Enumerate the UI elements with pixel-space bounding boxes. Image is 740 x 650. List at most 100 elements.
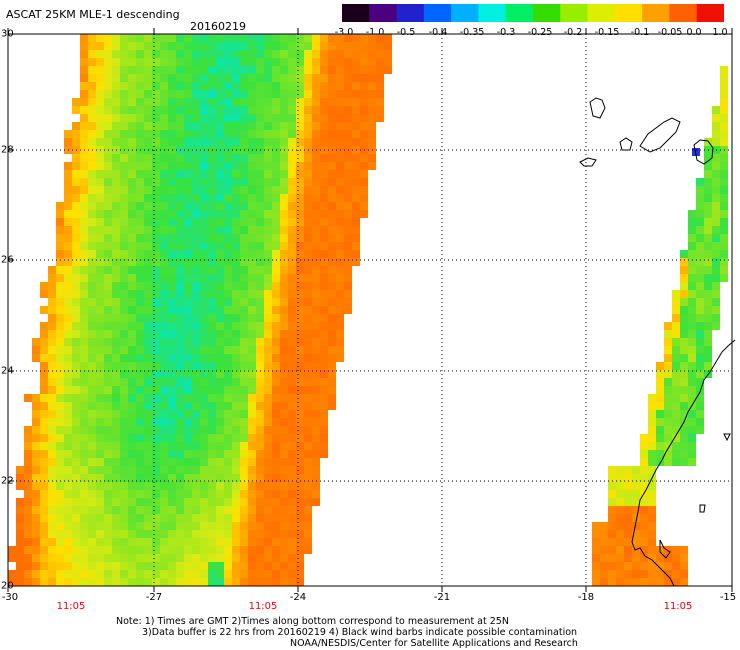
- swath-cell: [672, 546, 680, 554]
- swath-cell: [104, 178, 112, 186]
- swath-cell: [80, 266, 88, 274]
- swath-cell: [128, 282, 136, 290]
- swath-cell: [288, 98, 296, 106]
- swath-cell: [144, 322, 152, 330]
- swath-cell: [616, 490, 624, 498]
- swath-cell: [696, 186, 704, 194]
- swath-cell: [248, 98, 256, 106]
- swath-cell: [72, 570, 80, 578]
- swath-cell: [704, 346, 712, 354]
- swath-cell: [720, 170, 728, 178]
- swath-cell: [112, 266, 120, 274]
- swath-cell: [264, 122, 272, 130]
- swath-cell: [96, 466, 104, 474]
- swath-cell: [112, 466, 120, 474]
- swath-cell: [192, 442, 200, 450]
- swath-cell: [64, 578, 72, 586]
- swath-cell: [288, 186, 296, 194]
- swath-cell: [56, 298, 64, 306]
- swath-cell: [344, 290, 352, 298]
- swath-cell: [168, 386, 176, 394]
- swath-cell: [280, 242, 288, 250]
- swath-cell: [600, 562, 608, 570]
- swath-cell: [48, 274, 56, 282]
- swath-cell: [304, 418, 312, 426]
- swath-cell: [96, 450, 104, 458]
- swath-cell: [624, 538, 632, 546]
- swath-cell: [360, 106, 368, 114]
- swath-cell: [216, 346, 224, 354]
- colorbar-swatch: [423, 4, 452, 22]
- swath-cell: [136, 90, 144, 98]
- swath-cell: [80, 314, 88, 322]
- swath-cell: [296, 474, 304, 482]
- swath-cell: [168, 554, 176, 562]
- swath-cell: [192, 274, 200, 282]
- swath-cell: [640, 458, 648, 466]
- swath-cell: [64, 194, 72, 202]
- swath-cell: [216, 330, 224, 338]
- swath-cell: [280, 290, 288, 298]
- swath-cell: [80, 490, 88, 498]
- swath-cell: [32, 426, 40, 434]
- swath-cell: [104, 258, 112, 266]
- swath-cell: [176, 530, 184, 538]
- swath-cell: [72, 234, 80, 242]
- swath-cell: [184, 210, 192, 218]
- swath-cell: [224, 170, 232, 178]
- swath-cell: [144, 434, 152, 442]
- swath-cell: [128, 330, 136, 338]
- swath-cell: [232, 330, 240, 338]
- swath-cell: [192, 178, 200, 186]
- swath-cell: [80, 66, 88, 74]
- swath-cell: [88, 178, 96, 186]
- swath-cell: [328, 138, 336, 146]
- swath-cell: [280, 378, 288, 386]
- swath-cell: [88, 74, 96, 82]
- swath-cell: [368, 162, 376, 170]
- swath-cell: [312, 210, 320, 218]
- swath-cell: [184, 130, 192, 138]
- swath-cell: [200, 314, 208, 322]
- swath-cell: [648, 530, 656, 538]
- swath-cell: [224, 226, 232, 234]
- swath-cell: [32, 498, 40, 506]
- swath-cell: [168, 354, 176, 362]
- swath-cell: [704, 290, 712, 298]
- swath-cell: [40, 506, 48, 514]
- swath-cell: [48, 506, 56, 514]
- swath-cell: [664, 394, 672, 402]
- swath-cell: [112, 554, 120, 562]
- swath-cell: [224, 202, 232, 210]
- swath-cell: [136, 418, 144, 426]
- swath-cell: [296, 458, 304, 466]
- swath-cell: [272, 466, 280, 474]
- swath-cell: [272, 58, 280, 66]
- swath-cell: [136, 434, 144, 442]
- swath-cell: [272, 402, 280, 410]
- swath-cell: [248, 450, 256, 458]
- swath-cell: [648, 458, 656, 466]
- swath-cell: [640, 506, 648, 514]
- swath-cell: [160, 162, 168, 170]
- swath-cell: [192, 162, 200, 170]
- swath-cell: [288, 218, 296, 226]
- swath-cell: [352, 114, 360, 122]
- swath-cell: [136, 490, 144, 498]
- swath-cell: [264, 154, 272, 162]
- swath-cell: [56, 426, 64, 434]
- swath-cell: [256, 362, 264, 370]
- swath-cell: [72, 186, 80, 194]
- swath-cell: [192, 186, 200, 194]
- swath-cell: [56, 418, 64, 426]
- swath-cell: [224, 482, 232, 490]
- swath-cell: [88, 34, 96, 42]
- swath-cell: [56, 530, 64, 538]
- swath-cell: [216, 322, 224, 330]
- swath-cell: [128, 138, 136, 146]
- swath-cell: [64, 282, 72, 290]
- swath-cell: [64, 218, 72, 226]
- swath-cell: [280, 266, 288, 274]
- swath-cell: [192, 90, 200, 98]
- swath-cell: [160, 522, 168, 530]
